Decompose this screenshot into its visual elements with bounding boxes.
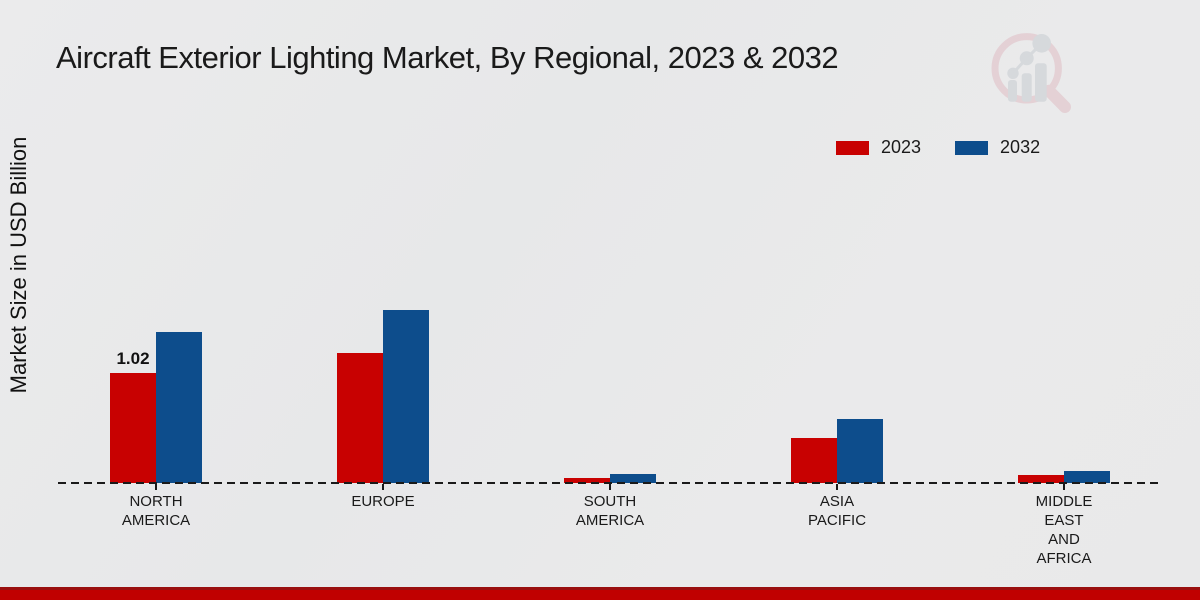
bar-2023-asia-pacific (791, 438, 837, 483)
bar-2023-north-america (110, 373, 156, 483)
bar-2023-middle-east-and-africa (1018, 475, 1064, 483)
bar-2032-middle-east-and-africa (1064, 471, 1110, 483)
category-label-north-america: NORTH AMERICA (121, 493, 191, 529)
x-axis-tick-north-america (155, 484, 157, 490)
legend-item-2032: 2032 (955, 137, 1040, 158)
legend: 2023 2032 (836, 137, 1040, 158)
legend-label-2032: 2032 (1000, 137, 1041, 157)
legend-label-2023: 2023 (881, 137, 922, 157)
category-label-middle-east-and-africa: MIDDLE EAST AND AFRICA (1035, 493, 1093, 567)
legend-swatch-2023-icon (836, 140, 869, 155)
bar-2032-north-america (156, 332, 202, 483)
legend-swatch-2032-icon (955, 140, 989, 155)
x-axis-tick-middle-east-and-africa (1063, 484, 1065, 490)
bar-2023-europe (337, 353, 383, 483)
x-axis-baseline (58, 482, 1158, 484)
chart-title: Aircraft Exterior Lighting Market, By Re… (56, 40, 839, 75)
bar-2032-europe (383, 310, 429, 483)
bar-2023-south-america (564, 478, 610, 483)
bar-2032-south-america (610, 474, 656, 483)
magnifier-bar-chart-logo-icon (991, 33, 1071, 113)
bar-2032-asia-pacific (837, 419, 883, 483)
x-axis-tick-asia-pacific (836, 484, 838, 490)
footer-accent-bar (0, 587, 1200, 600)
value-label-2023: 1.02 (116, 349, 150, 368)
x-axis-tick-europe (382, 484, 384, 490)
legend-item-2023: 2023 (836, 137, 921, 158)
x-axis-tick-south-america (609, 484, 611, 490)
category-label-asia-pacific: ASIA PACIFIC (807, 493, 867, 529)
category-label-europe: EUROPE (351, 493, 415, 510)
category-label-south-america: SOUTH AMERICA (575, 493, 645, 529)
